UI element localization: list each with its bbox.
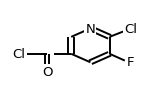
Text: F: F <box>127 56 134 69</box>
Text: O: O <box>42 65 52 78</box>
Text: Cl: Cl <box>124 23 137 36</box>
Text: N: N <box>86 23 95 36</box>
Text: Cl: Cl <box>13 48 26 61</box>
